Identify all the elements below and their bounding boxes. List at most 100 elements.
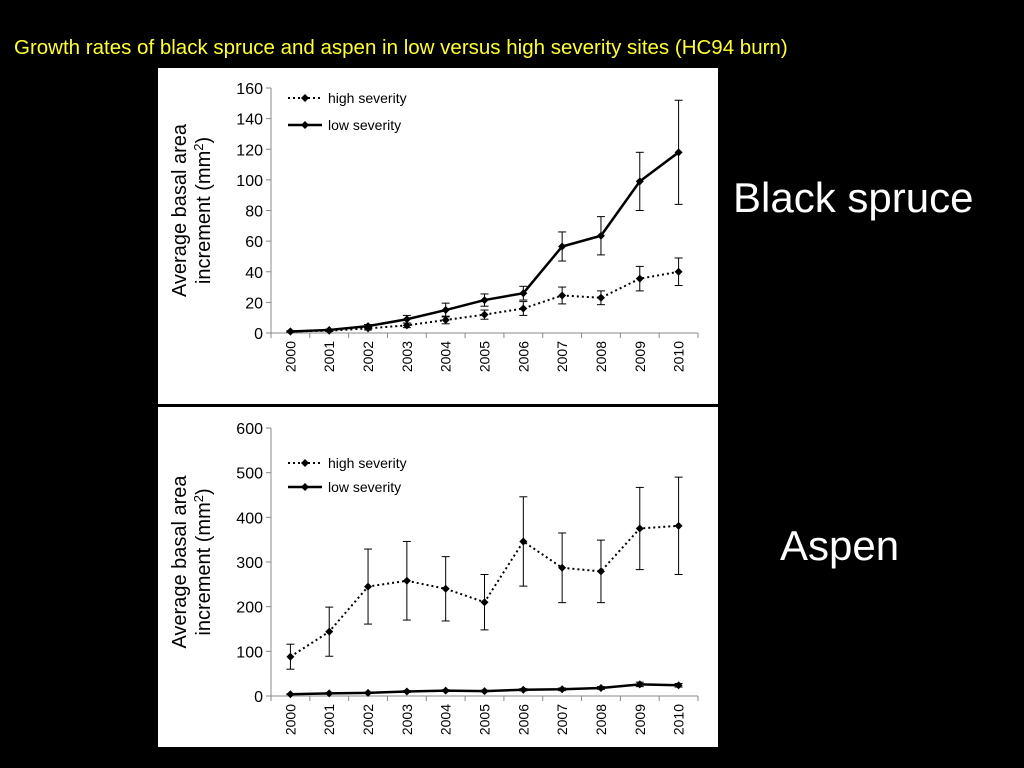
data-point [674,148,683,157]
data-point [441,686,450,695]
x-tick-label: 2001 [321,704,337,735]
aspen-label: Aspen [780,522,900,569]
y-tick-label: 40 [245,265,263,282]
x-tick-label: 2010 [671,704,687,735]
x-tick-label: 2006 [515,341,531,372]
legend-marker [301,459,309,467]
data-point [441,306,450,315]
y-axis-title-line1: Average basal area [169,123,191,297]
x-tick-label: 2008 [593,704,609,735]
y-axis-title-close: ) [193,488,215,495]
y-tick-label: 400 [236,510,263,527]
data-point [402,315,411,324]
legend-marker [301,94,309,102]
y-axis-title-unit: increment (mm [193,502,215,635]
x-tick-label: 2004 [438,704,454,735]
y-tick-label: 60 [245,234,263,251]
x-tick-label: 2002 [360,704,376,735]
data-point [596,567,605,576]
data-point [674,681,683,690]
data-point [519,289,528,298]
data-point [286,327,295,336]
x-tick-label: 2007 [554,341,570,372]
x-tick-label: 2007 [554,704,570,735]
y-axis-title-line1: Average basal area [169,475,191,649]
y-tick-label: 160 [236,81,263,98]
data-point [364,582,373,591]
data-point [596,231,605,240]
data-point [480,598,489,607]
data-point [325,627,334,636]
y-tick-label: 600 [236,421,263,438]
data-point [558,291,567,300]
data-point [596,293,605,302]
x-tick-label: 2009 [632,704,648,735]
legend-label: high severity [328,455,407,471]
slide-title: Growth rates of black spruce and aspen i… [14,36,788,59]
x-tick-label: 2004 [438,341,454,372]
x-tick-label: 2005 [477,704,493,735]
y-tick-label: 100 [236,644,263,661]
data-point [635,524,644,533]
data-point [558,242,567,251]
data-point [635,680,644,689]
data-point [519,685,528,694]
data-point [402,687,411,696]
y-tick-label: 200 [236,600,263,617]
y-tick-label: 0 [254,689,263,706]
x-tick-label: 2001 [321,341,337,372]
data-point [286,652,295,661]
data-point [286,690,295,699]
y-axis-title-unit: increment (mm [193,151,215,284]
x-tick-label: 2005 [477,341,493,372]
data-point [635,177,644,186]
data-point [480,310,489,319]
data-point [364,322,373,331]
y-tick-label: 80 [245,204,263,221]
x-tick-label: 2006 [515,704,531,735]
data-point [480,687,489,696]
legend-marker [301,483,309,491]
data-point [558,563,567,572]
aspen-chart: 0 100 200 300 400 500 600 2000 2001 2002 2003 2004 2… [158,407,718,747]
y-axis-title-line2: increment (mm2) [191,137,215,284]
x-tick-label: 2003 [399,704,415,735]
data-point [364,688,373,697]
data-point [441,315,450,324]
y-tick-label: 140 [236,112,263,129]
data-point [674,267,683,276]
y-tick-label: 300 [236,555,263,572]
y-axis-title-superscript: 2 [191,495,206,502]
y-axis-title-superscript: 2 [191,144,206,151]
black-spruce-label: Black spruce [733,174,974,221]
y-axis-title-line2: increment (mm2) [191,488,215,635]
y-tick-label: 0 [254,326,263,343]
data-point [519,537,528,546]
data-point [635,274,644,283]
x-tick-label: 2010 [671,341,687,372]
y-tick-label: 500 [236,466,263,483]
y-tick-label: 100 [236,173,263,190]
x-tick-label: 2003 [399,341,415,372]
aspen-chart-svg: 0 100 200 300 400 500 600 2000 2001 2002 2003 2004 2… [169,421,699,735]
legend-label: low severity [328,117,401,133]
data-point [441,584,450,593]
data-point [325,689,334,698]
x-tick-label: 2000 [282,704,298,735]
x-tick-label: 2008 [593,341,609,372]
data-point [674,521,683,530]
black-spruce-chart-svg: 0 20 40 60 80 100 120 140 160 2000 2001 2002 2003 200… [169,81,699,372]
x-tick-label: 2009 [632,341,648,372]
data-point [402,576,411,585]
black-spruce-chart: 0 20 40 60 80 100 120 140 160 2000 2001 2002 2003 200… [158,68,718,404]
data-point [480,296,489,305]
data-point [325,325,334,334]
y-tick-label: 20 [245,295,263,312]
y-tick-label: 120 [236,142,263,159]
data-point [519,304,528,313]
legend-label: low severity [328,479,401,495]
y-axis-title-close: ) [193,137,215,144]
data-point [558,685,567,694]
x-tick-label: 2002 [360,341,376,372]
legend-label: high severity [328,90,407,106]
